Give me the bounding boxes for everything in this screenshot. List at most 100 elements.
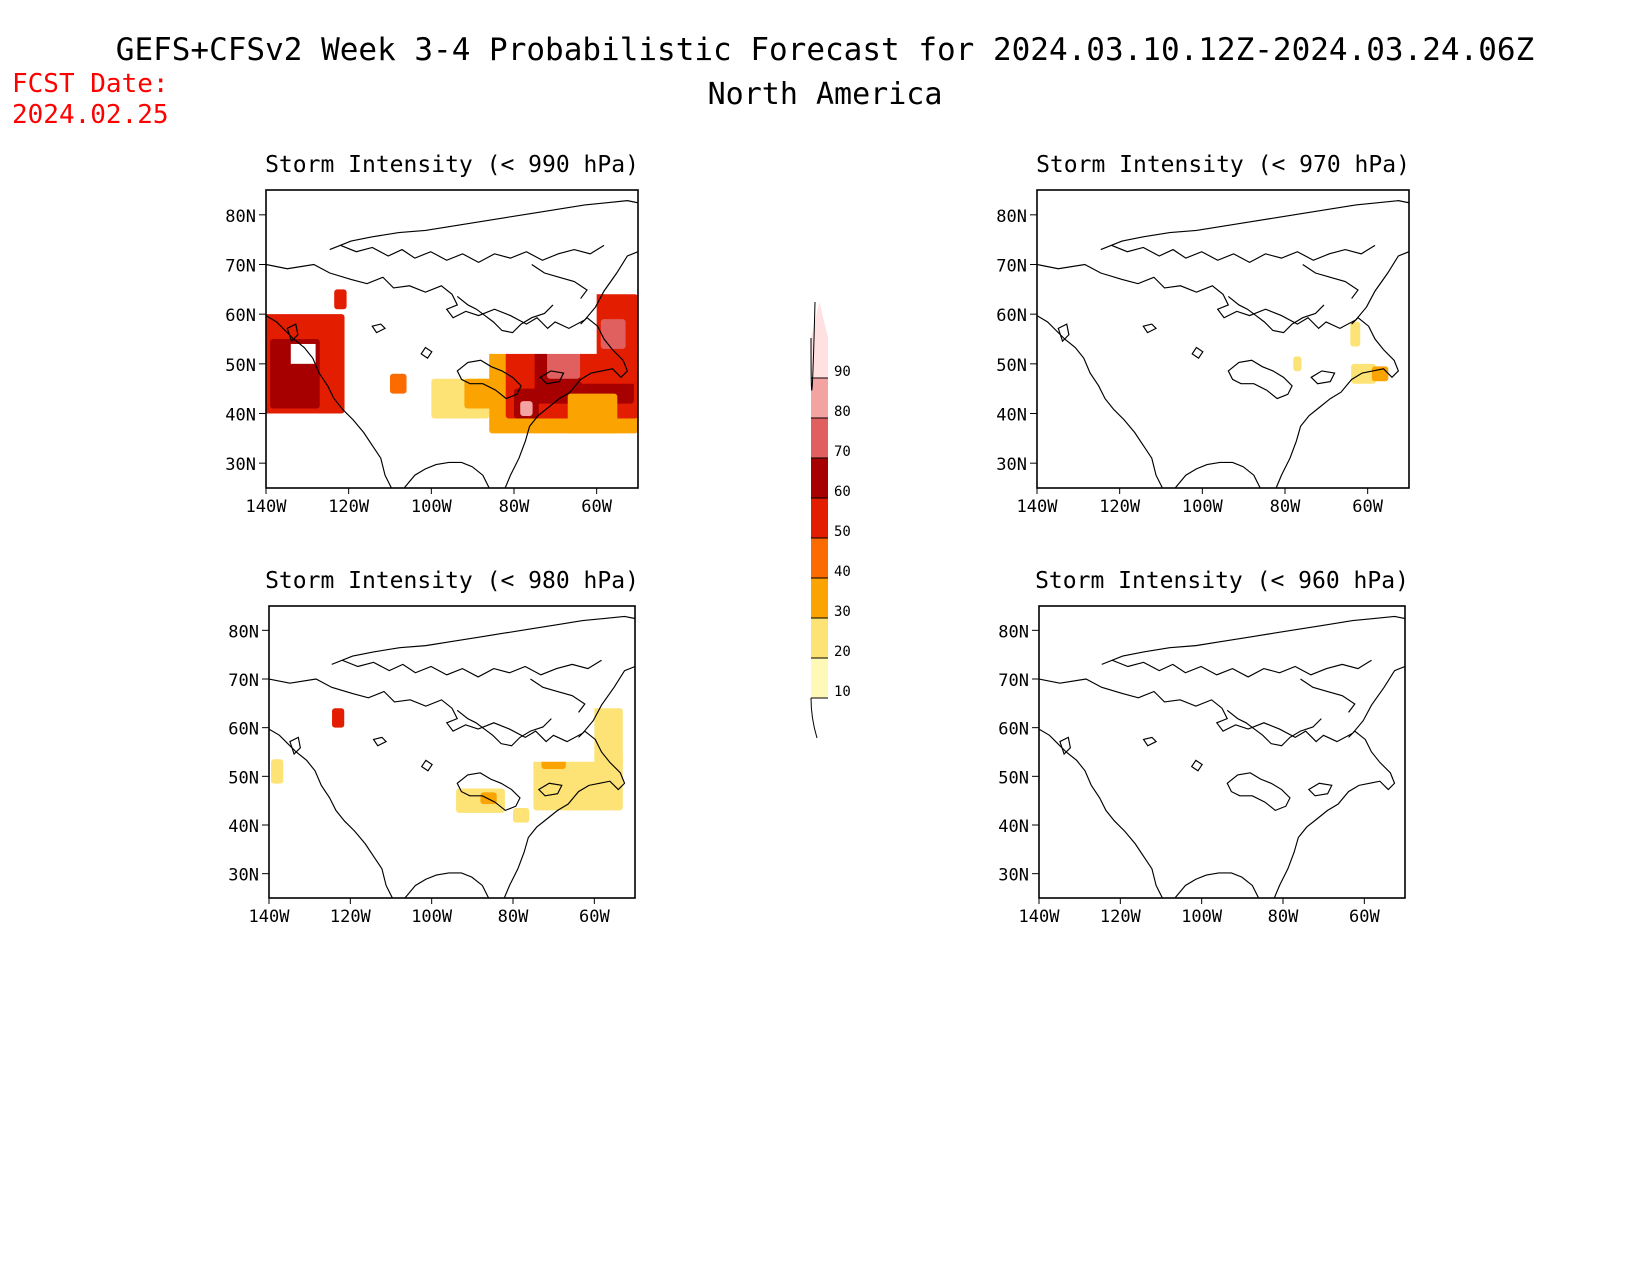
panel-title: Storm Intensity (< 980 hPa): [265, 568, 639, 594]
panel-title: Storm Intensity (< 990 hPa): [265, 152, 639, 178]
probability-patch: [600, 319, 626, 349]
lat-tick-label: 50N: [996, 356, 1027, 376]
probability-patch: [332, 708, 345, 728]
lat-tick-label: 80N: [228, 622, 259, 642]
probability-patch: [567, 393, 618, 434]
lon-tick-label: 120W: [330, 907, 372, 927]
lon-tick-label: 140W: [1017, 497, 1059, 517]
lon-tick-label: 100W: [411, 497, 453, 517]
lon-tick-label: 100W: [411, 907, 453, 927]
colorbar-label: 50: [834, 524, 851, 540]
probability-patch: [271, 759, 284, 784]
figure-title: GEFS+CFSv2 Week 3-4 Probabilistic Foreca…: [116, 32, 1534, 68]
lat-tick-label: 60N: [998, 720, 1029, 740]
map-frame: [1036, 189, 1410, 489]
map-panel-p980: Storm Intensity (< 980 hPa) 80N 70N 60N 50N 4…: [228, 568, 639, 927]
lon-tick-label: 60W: [581, 497, 612, 517]
colorbar-swatch: [811, 618, 828, 658]
map-frame: [1038, 605, 1406, 899]
figure-subtitle: North America: [708, 77, 943, 112]
lat-tick-label: 80N: [996, 207, 1027, 227]
lon-tick-label: 80W: [498, 907, 529, 927]
colorbar-swatch: [811, 338, 828, 378]
lat-tick-label: 60N: [225, 306, 256, 326]
masked-region: [472, 289, 597, 354]
colorbar-swatch: [811, 498, 828, 538]
lon-tick-label: 120W: [1100, 907, 1142, 927]
lon-tick-label: 60W: [579, 907, 610, 927]
panel-title: Storm Intensity (< 970 hPa): [1036, 152, 1410, 178]
probability-patch: [513, 807, 530, 823]
colorbar-label: 90: [834, 364, 851, 380]
colorbar: 10 20 30 40 50 60 70 80 90: [810, 301, 851, 739]
colorbar-swatch: [811, 538, 828, 578]
map-frame: [268, 605, 636, 899]
lon-tick-label: 140W: [1019, 907, 1061, 927]
lat-tick-label: 70N: [225, 257, 256, 277]
map-background: [1037, 190, 1409, 488]
lon-tick-label: 100W: [1182, 497, 1224, 517]
lat-tick-label: 70N: [228, 671, 259, 691]
masked-region: [472, 708, 595, 762]
lat-tick-label: 30N: [998, 866, 1029, 886]
lon-tick-label: 60W: [1352, 497, 1383, 517]
probability-patch: [1371, 366, 1389, 382]
colorbar-swatch: [811, 658, 828, 698]
panel-title: Storm Intensity (< 960 hPa): [1035, 568, 1409, 594]
colorbar-arrow-top: [811, 302, 828, 338]
map-background: [1039, 606, 1405, 898]
map-panel-p990: Storm Intensity (< 990 hPa) 80N 70N 60N 50N 4…: [225, 152, 639, 517]
probability-patch: [334, 289, 347, 310]
lat-tick-label: 40N: [225, 406, 256, 426]
map-panels: Storm Intensity (< 990 hPa) 80N 70N 60N 50N 4…: [225, 152, 1410, 927]
probability-patch: [520, 401, 533, 416]
colorbar-label: 40: [834, 564, 851, 580]
colorbar-label: 20: [834, 644, 851, 660]
lat-tick-label: 30N: [225, 455, 256, 475]
probability-patch: [590, 708, 623, 767]
lat-tick-label: 40N: [228, 817, 259, 837]
lat-tick-label: 40N: [996, 406, 1027, 426]
lat-tick-label: 50N: [225, 356, 256, 376]
lat-tick-label: 80N: [998, 622, 1029, 642]
lon-tick-label: 80W: [1270, 497, 1301, 517]
colorbar-label: 70: [834, 444, 851, 460]
lat-tick-label: 30N: [996, 455, 1027, 475]
lon-tick-label: 120W: [1099, 497, 1141, 517]
lat-tick-label: 60N: [228, 720, 259, 740]
colorbar-label: 30: [834, 604, 851, 620]
fcst-date-label: FCST Date:: [12, 69, 169, 99]
colorbar-swatch: [811, 578, 828, 618]
probability-patch: [1293, 356, 1302, 372]
probability-patch: [390, 373, 407, 394]
lat-tick-label: 50N: [998, 768, 1029, 788]
lat-tick-label: 70N: [996, 257, 1027, 277]
colorbar-swatch: [811, 458, 828, 498]
colorbar-arrow-bottom: [810, 697, 818, 739]
lat-tick-label: 80N: [225, 207, 256, 227]
map-panel-p960: Storm Intensity (< 960 hPa) 80N 70N 60N 50N 4…: [998, 568, 1409, 927]
map-frame: [265, 189, 639, 489]
lon-tick-label: 120W: [328, 497, 370, 517]
colorbar-swatch: [811, 418, 828, 458]
colorbar-label: 10: [834, 684, 851, 700]
lon-tick-label: 140W: [246, 497, 288, 517]
masked-region: [290, 343, 316, 364]
colorbar-swatch: [811, 378, 828, 418]
lon-tick-label: 80W: [1268, 907, 1299, 927]
colorbar-label: 80: [834, 404, 851, 420]
lat-tick-label: 40N: [998, 817, 1029, 837]
lon-tick-label: 100W: [1181, 907, 1223, 927]
lat-tick-label: 60N: [996, 306, 1027, 326]
colorbar-label: 60: [834, 484, 851, 500]
lon-tick-label: 60W: [1349, 907, 1380, 927]
lat-tick-label: 70N: [998, 671, 1029, 691]
fcst-date-value: 2024.02.25: [12, 100, 169, 130]
lon-tick-label: 80W: [499, 497, 530, 517]
probability-patch: [1350, 321, 1361, 347]
probability-patch: [1351, 363, 1376, 384]
lat-tick-label: 30N: [228, 866, 259, 886]
map-panel-p970: Storm Intensity (< 970 hPa) 80N 70N 60N 50N 4…: [996, 152, 1410, 517]
lon-tick-label: 140W: [249, 907, 291, 927]
